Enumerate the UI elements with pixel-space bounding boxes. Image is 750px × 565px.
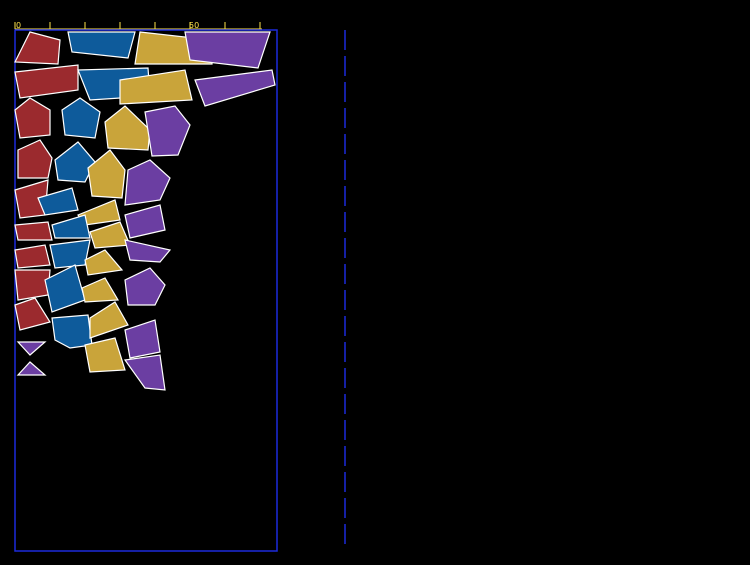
piece — [14, 31, 61, 65]
piece — [14, 221, 53, 241]
piece — [14, 297, 51, 331]
piece — [14, 97, 51, 139]
piece — [14, 64, 79, 99]
piece — [123, 354, 166, 391]
ruler-label: 50 — [189, 21, 199, 30]
piece — [16, 361, 47, 376]
piece — [124, 267, 166, 306]
piece — [51, 214, 91, 239]
piece — [184, 31, 271, 69]
piece — [144, 105, 191, 157]
piece — [84, 337, 126, 373]
pattern-pieces — [14, 31, 276, 391]
piece — [14, 269, 51, 301]
piece — [89, 301, 129, 339]
piece — [124, 319, 161, 359]
piece — [81, 277, 120, 303]
piece — [124, 239, 172, 263]
piece — [37, 187, 79, 216]
ruler: 0 50 — [14, 21, 262, 30]
piece — [124, 159, 171, 206]
piece — [194, 69, 276, 107]
piece — [16, 341, 47, 356]
marker-border — [14, 29, 278, 552]
piece — [14, 244, 51, 269]
ruler-label: 0 — [16, 21, 21, 30]
piece — [119, 69, 193, 105]
piece — [67, 31, 136, 59]
piece — [61, 97, 101, 139]
piece — [87, 149, 126, 199]
piece — [124, 204, 166, 239]
piece — [84, 249, 124, 276]
piece — [49, 239, 91, 269]
piece — [51, 314, 93, 349]
piece — [17, 139, 53, 179]
